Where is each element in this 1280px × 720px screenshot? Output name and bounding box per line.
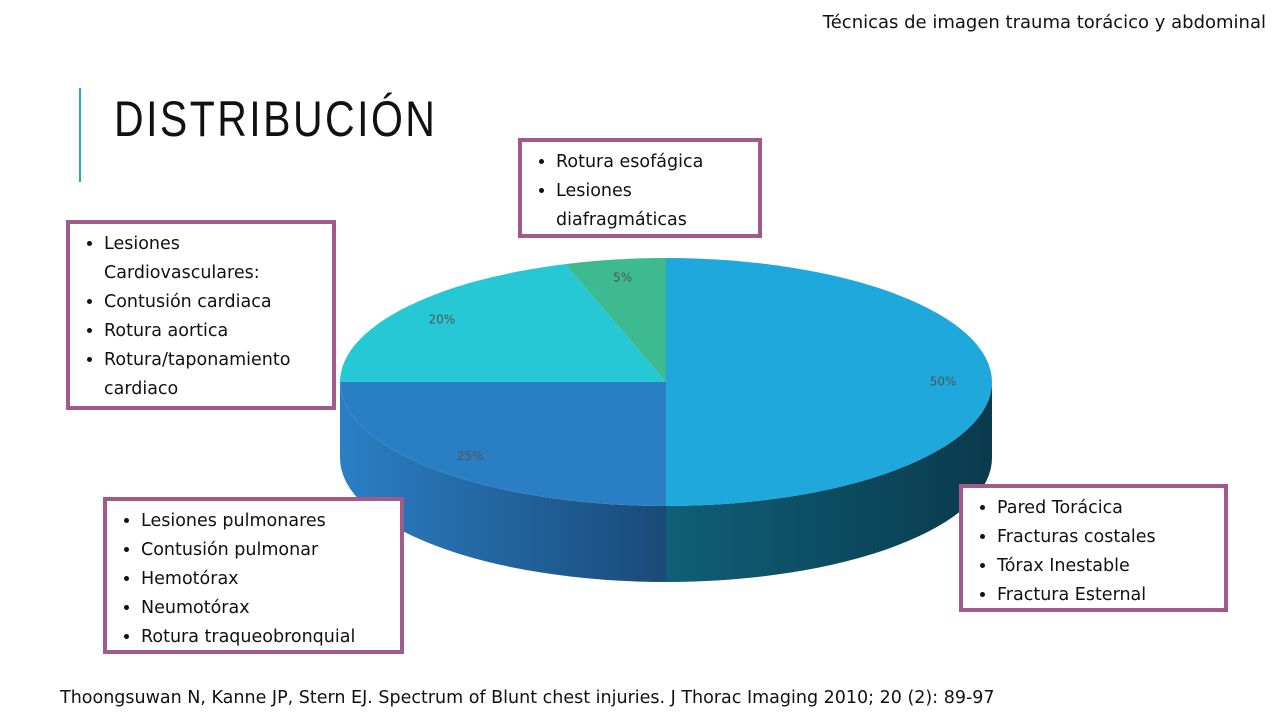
bullet-item: Lesiones Cardiovasculares: — [104, 230, 324, 288]
callout: Lesiones Cardiovasculares:Contusión card… — [66, 220, 336, 410]
callout: Pared TorácicaFracturas costalesTórax In… — [959, 484, 1228, 612]
data-label: 5% — [613, 270, 632, 284]
bullet-item: Rotura/taponamiento cardiaco — [104, 346, 324, 404]
bullet-item: Rotura aortica — [104, 317, 324, 346]
callout: Rotura esofágicaLesiones diafragmáticas — [518, 138, 762, 238]
bullet-list: Pared TorácicaFracturas costalesTórax In… — [963, 494, 1216, 610]
bullet-item: Pared Torácica — [997, 494, 1216, 523]
bullet-item: Rotura esofágica — [556, 148, 750, 177]
bullet-item: Lesiones pulmonares — [141, 507, 392, 536]
bullet-item: Fractura Esternal — [997, 581, 1216, 610]
citation: Thoongsuwan N, Kanne JP, Stern EJ. Spect… — [60, 688, 995, 708]
bullet-item: Tórax Inestable — [997, 552, 1216, 581]
data-label: 25% — [457, 449, 484, 463]
slice — [340, 264, 666, 382]
accent-bar — [79, 88, 81, 182]
bullet-item: Fracturas costales — [997, 523, 1216, 552]
bullet-item: Contusión pulmonar — [141, 536, 392, 565]
bullet-item: Lesiones diafragmáticas — [556, 177, 750, 235]
bullet-list: Lesiones pulmonaresContusión pulmonarHem… — [107, 507, 392, 652]
subject: Técnicas de imagen trauma torácico y abd… — [822, 12, 1266, 33]
callout: Lesiones pulmonaresContusión pulmonarHem… — [103, 497, 404, 654]
bullet-list: Lesiones Cardiovasculares:Contusión card… — [70, 230, 324, 404]
bullet-item: Neumotórax — [141, 594, 392, 623]
slice — [340, 382, 666, 506]
slice — [565, 258, 666, 382]
data-label: 50% — [930, 375, 957, 389]
slice — [666, 258, 992, 506]
slice-side — [340, 382, 666, 582]
bullet-item: Contusión cardiaca — [104, 288, 324, 317]
slide-title: DISTRIBUCIÓN — [114, 91, 438, 147]
data-label: 20% — [428, 313, 455, 327]
bullet-item: Rotura traqueobronquial — [141, 623, 392, 652]
bullet-list: Rotura esofágicaLesiones diafragmáticas — [522, 148, 750, 235]
slice-side — [666, 382, 992, 582]
bullet-item: Hemotórax — [141, 565, 392, 594]
